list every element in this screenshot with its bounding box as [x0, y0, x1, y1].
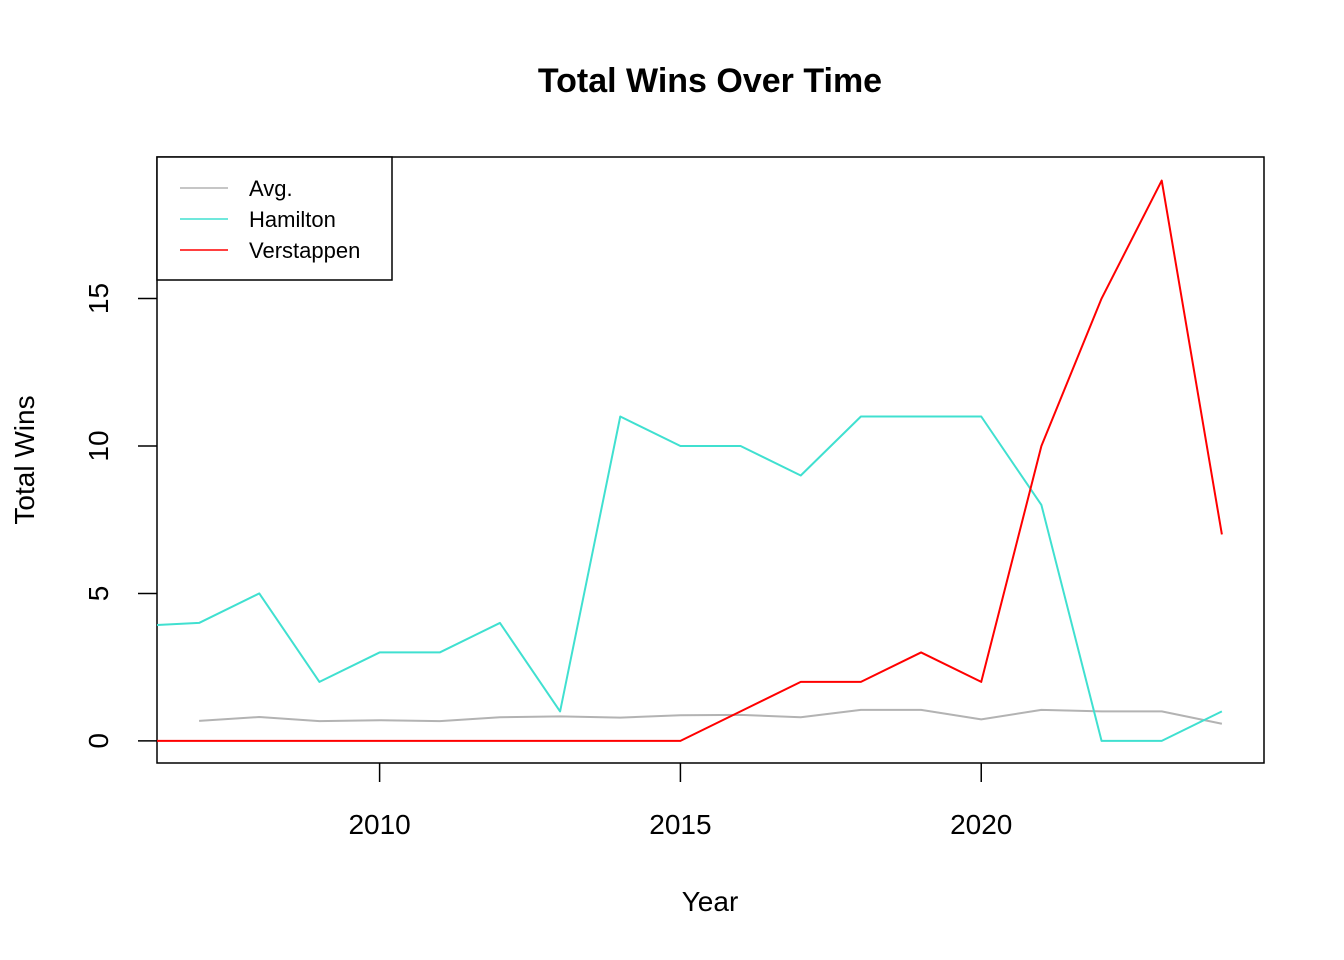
x-axis-label: Year: [682, 886, 739, 917]
legend-label-hamilton: Hamilton: [249, 207, 336, 232]
chart-title: Total Wins Over Time: [538, 62, 882, 100]
plot-frame: [156, 156, 1265, 764]
y-tick-label: 15: [83, 283, 114, 314]
legend-label-avg: Avg.: [249, 176, 293, 201]
series-line-verstappen: [157, 179, 1223, 742]
y-tick-label: 10: [83, 430, 114, 461]
x-tick-label: 2020: [950, 809, 1012, 840]
y-tick-label: 0: [83, 733, 114, 749]
series-line-hamilton: [157, 415, 1223, 742]
legend: Avg. Hamilton Verstappen: [156, 156, 393, 281]
legend-label-verstappen: Verstappen: [249, 238, 360, 263]
y-axis-label: Total Wins: [9, 395, 40, 524]
series-line-avg: [199, 708, 1223, 725]
x-axis: 2010 2015 2020: [348, 763, 1012, 840]
series-layer: [157, 179, 1223, 742]
x-tick-label: 2010: [348, 809, 410, 840]
y-axis: 0 5 10 15: [83, 283, 157, 749]
y-tick-label: 5: [83, 586, 114, 602]
x-tick-label: 2015: [649, 809, 711, 840]
